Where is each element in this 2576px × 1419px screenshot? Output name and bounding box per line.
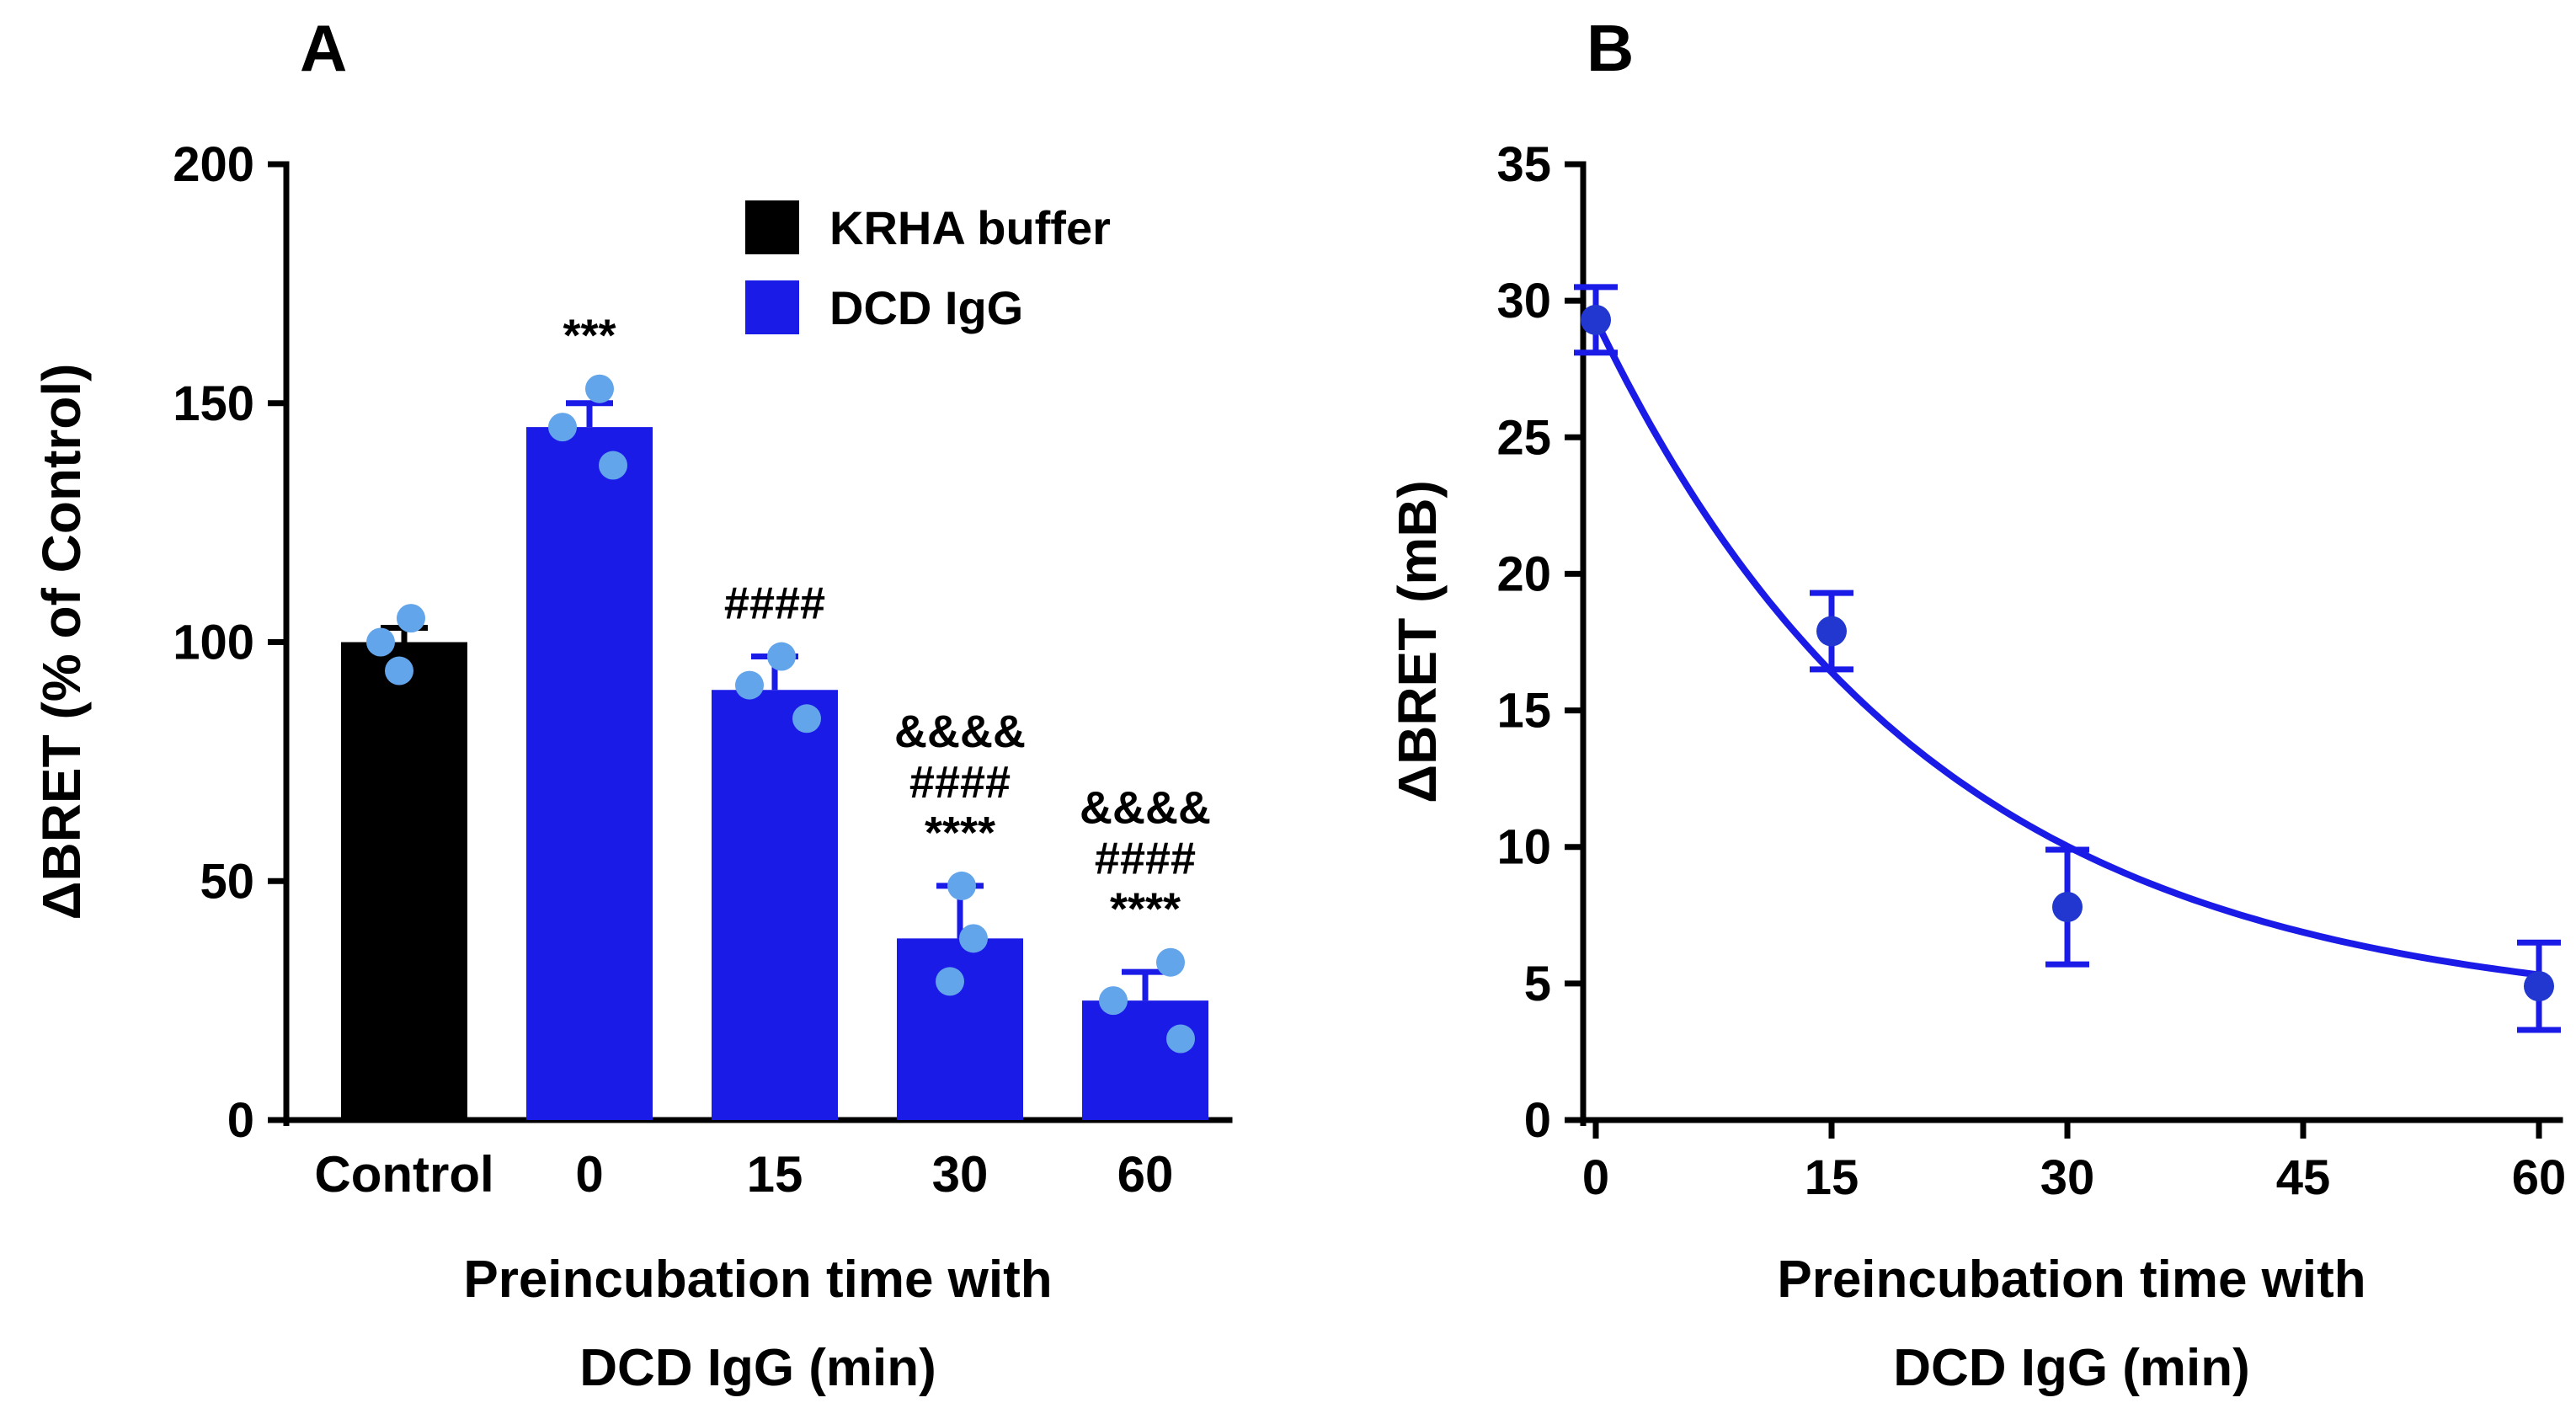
significance-annotation: &&&& bbox=[894, 707, 1026, 757]
data-point bbox=[2524, 971, 2554, 1002]
legend-swatch bbox=[745, 200, 799, 254]
panel-a-y-tick-label: 0 bbox=[227, 1093, 254, 1148]
panel-b-y-tick-label: 35 bbox=[1496, 137, 1551, 192]
panel-a-x-axis-title-line1: Preincubation time with bbox=[463, 1251, 1052, 1309]
replicate-dot bbox=[366, 627, 395, 657]
replicate-dot bbox=[1099, 986, 1128, 1016]
panel-a-category-label: 30 bbox=[932, 1146, 989, 1203]
panel-a-x-axis-title-line2: DCD IgG (min) bbox=[579, 1339, 936, 1397]
replicate-dot bbox=[792, 704, 821, 734]
panel-a-y-axis-title: ΔBRET (% of Control) bbox=[31, 364, 92, 920]
panel-b-label: B bbox=[1587, 11, 1635, 85]
replicate-dot bbox=[599, 451, 627, 480]
replicate-dot bbox=[959, 924, 988, 953]
panel-a-category-label: 15 bbox=[747, 1146, 803, 1203]
replicate-dot bbox=[735, 670, 764, 700]
panel-b-x-tick-label: 60 bbox=[2512, 1150, 2567, 1205]
panel-a-y-tick-label: 100 bbox=[173, 616, 254, 670]
panel-b-x-axis-title-line1: Preincubation time with bbox=[1777, 1251, 2365, 1309]
replicate-dot bbox=[1166, 1024, 1195, 1054]
replicate-dot bbox=[936, 967, 964, 996]
bar-0 bbox=[526, 427, 653, 1120]
panel-a-category-label: Control bbox=[314, 1146, 493, 1203]
panel-b-y-axis-title: ΔBRET (mB) bbox=[1387, 480, 1448, 803]
panel-b-x-tick-label: 30 bbox=[2040, 1150, 2095, 1205]
panel-a-y-tick-label: 50 bbox=[200, 854, 254, 909]
panel-b-y-tick-label: 10 bbox=[1496, 820, 1551, 875]
panel-b-y-tick-label: 25 bbox=[1496, 410, 1551, 465]
panel-a-y-tick-label: 200 bbox=[173, 137, 254, 192]
panel-b-y-tick-label: 20 bbox=[1496, 547, 1551, 601]
replicate-dot bbox=[767, 642, 796, 671]
legend-label: DCD IgG bbox=[829, 281, 1023, 334]
bar-15 bbox=[712, 690, 838, 1120]
significance-annotation: #### bbox=[1095, 834, 1196, 884]
replicate-dot bbox=[585, 374, 614, 403]
panel-b-y-tick-label: 0 bbox=[1524, 1093, 1551, 1148]
significance-annotation: **** bbox=[925, 808, 995, 858]
significance-annotation: #### bbox=[724, 579, 825, 629]
panel-b-y-tick-label: 30 bbox=[1496, 274, 1551, 328]
panel-b-x-tick-label: 15 bbox=[1805, 1150, 1859, 1205]
replicate-dot bbox=[1156, 947, 1185, 977]
replicate-dot bbox=[397, 604, 425, 633]
significance-annotation: &&&& bbox=[1080, 783, 1211, 834]
panel-b-x-tick-label: 0 bbox=[1582, 1150, 1609, 1205]
panel-a-category-label: 60 bbox=[1117, 1146, 1174, 1203]
panel-b-x-axis-title-line2: DCD IgG (min) bbox=[1893, 1339, 2250, 1397]
replicate-dot bbox=[385, 656, 413, 685]
panel-a-y-tick-label: 150 bbox=[173, 376, 254, 431]
panel-a-label: A bbox=[300, 11, 348, 85]
data-point bbox=[2052, 892, 2083, 923]
panel-b-x-tick-label: 45 bbox=[2276, 1150, 2331, 1205]
panel-b-y-tick-label: 15 bbox=[1496, 684, 1551, 739]
replicate-dot bbox=[548, 413, 577, 442]
data-point bbox=[1816, 616, 1847, 647]
significance-annotation: **** bbox=[1110, 884, 1181, 935]
bar-control bbox=[341, 642, 467, 1120]
panel-a-category-label: 0 bbox=[575, 1146, 603, 1203]
legend-swatch bbox=[745, 280, 799, 334]
bar-60 bbox=[1082, 1000, 1208, 1120]
legend-label: KRHA buffer bbox=[829, 201, 1111, 254]
significance-annotation: #### bbox=[909, 757, 1011, 808]
fit-curve bbox=[1592, 316, 2542, 979]
significance-annotation: *** bbox=[563, 311, 616, 361]
bar-30 bbox=[897, 938, 1023, 1120]
panel-b-y-tick-label: 5 bbox=[1524, 957, 1551, 1011]
data-point bbox=[1581, 304, 1611, 335]
replicate-dot bbox=[947, 871, 976, 900]
